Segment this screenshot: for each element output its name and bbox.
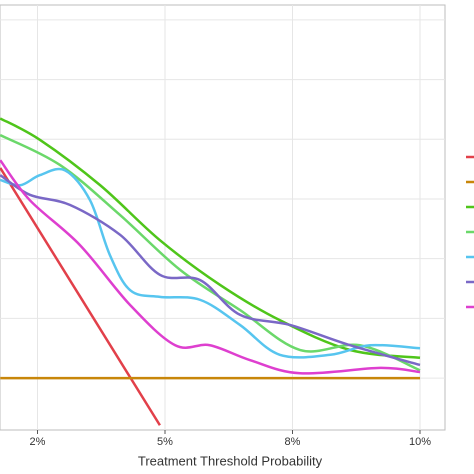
x-tick-label: 5% [157, 436, 173, 448]
x-tick-label: 10% [409, 436, 431, 448]
series-line [0, 117, 421, 360]
series-line [0, 134, 421, 372]
series-line [0, 167, 421, 359]
x-tick-label: 2% [30, 436, 46, 448]
panel [0, 4, 446, 431]
x-axis-label: Treatment Threshold Probability [138, 453, 323, 468]
series-line [0, 167, 161, 426]
x-tick-label: 8% [285, 436, 301, 448]
series-line [0, 174, 421, 367]
series-line [0, 159, 421, 375]
